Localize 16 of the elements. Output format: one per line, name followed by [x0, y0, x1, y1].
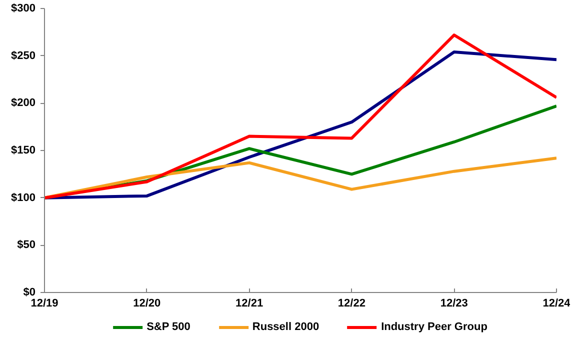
- legend-label: Industry Peer Group: [381, 321, 488, 333]
- x-tick-label: 12/24: [542, 298, 572, 310]
- y-tick-label: $250: [11, 50, 36, 62]
- y-tick-label: $300: [11, 2, 36, 14]
- y-tick-label: $0: [23, 286, 36, 298]
- x-tick-label: 12/21: [236, 298, 264, 310]
- x-tick-label: 12/19: [30, 298, 58, 310]
- y-tick-label: $50: [17, 239, 36, 252]
- legend-label: Russell 2000: [252, 321, 320, 333]
- legend-label: S&P 500: [146, 321, 190, 333]
- x-tick-label: 12/23: [440, 298, 468, 310]
- y-tick-label: $100: [11, 192, 36, 204]
- y-tick-label: $150: [11, 144, 36, 156]
- y-tick-label: $200: [11, 97, 36, 110]
- x-tick-label: 12/22: [338, 298, 366, 310]
- x-tick-label: 12/20: [133, 298, 161, 310]
